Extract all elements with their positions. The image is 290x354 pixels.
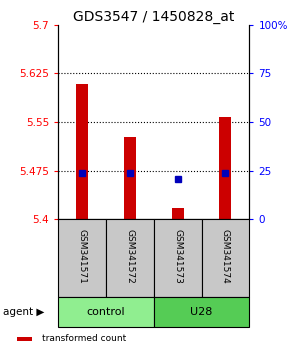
Text: GSM341572: GSM341572 [125, 229, 134, 284]
Bar [202, 219, 249, 297]
Bar [124, 137, 136, 219]
Text: U28: U28 [190, 307, 213, 318]
Bar [154, 297, 249, 327]
Text: control: control [86, 307, 125, 318]
Bar [58, 297, 154, 327]
Title: GDS3547 / 1450828_at: GDS3547 / 1450828_at [73, 10, 234, 24]
Bar [154, 219, 202, 297]
Bar [172, 208, 184, 219]
Text: agent ▶: agent ▶ [3, 307, 44, 318]
Bar [58, 219, 106, 297]
Text: transformed count: transformed count [41, 335, 126, 343]
Bar [220, 117, 231, 219]
Text: GSM341574: GSM341574 [221, 229, 230, 284]
Text: GSM341573: GSM341573 [173, 229, 182, 284]
Bar [76, 85, 88, 219]
Text: GSM341571: GSM341571 [77, 229, 86, 284]
Bar [106, 219, 154, 297]
Bar [17, 337, 32, 341]
